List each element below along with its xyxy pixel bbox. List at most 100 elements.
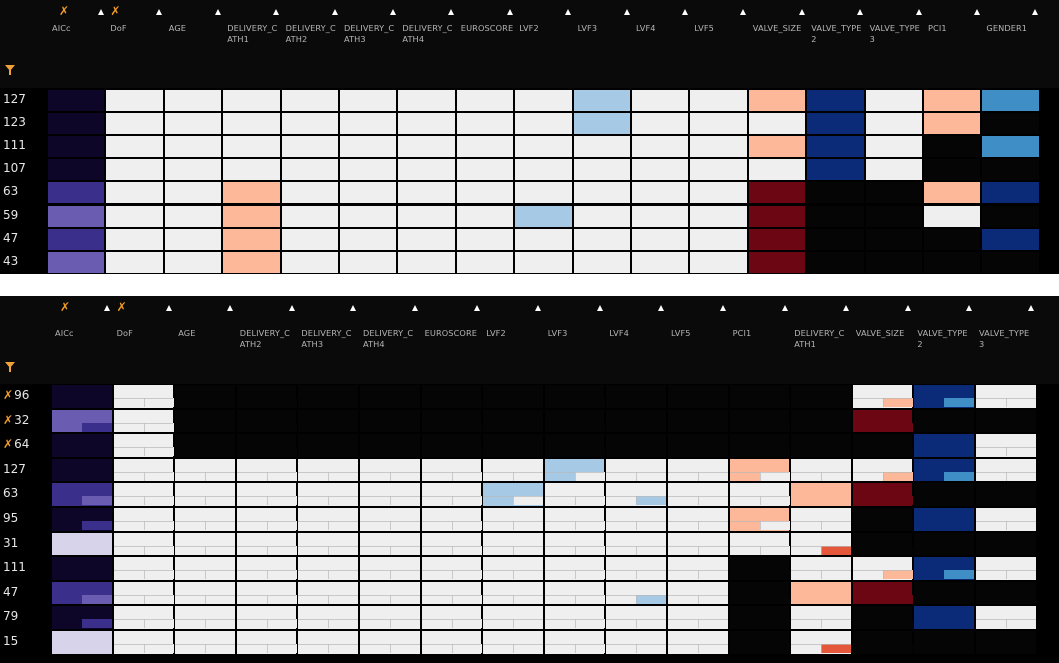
table-cell[interactable] — [456, 251, 514, 273]
table-cell[interactable] — [982, 159, 1039, 181]
column-header-valve-type2[interactable]: VALVE_TYPE 2 — [917, 328, 968, 349]
row-label[interactable]: ✗96 — [3, 385, 29, 405]
table-cell[interactable] — [483, 483, 544, 506]
sort-asc-icon[interactable] — [412, 305, 418, 311]
table-cell[interactable] — [976, 631, 1036, 654]
table-cell[interactable] — [544, 532, 605, 556]
sort-asc-icon[interactable] — [165, 305, 172, 311]
table-cell[interactable] — [632, 182, 689, 204]
table-cell[interactable] — [924, 90, 981, 112]
table-cell[interactable] — [281, 182, 338, 204]
row-label[interactable]: 79 — [3, 606, 18, 626]
column-header-delivery-cath2[interactable]: DELIVERY_C ATH2 — [285, 23, 336, 44]
table-cell[interactable] — [113, 409, 174, 433]
row-label[interactable]: 111 — [3, 135, 26, 155]
column-header-delivery-cath1[interactable]: DELIVERY_C ATH1 — [794, 328, 845, 349]
table-cell[interactable] — [298, 532, 359, 556]
table-cell[interactable] — [914, 508, 975, 531]
sort-asc-icon[interactable] — [104, 305, 110, 311]
column-header-pci1[interactable]: PCI1 — [928, 23, 947, 33]
table-cell[interactable] — [791, 409, 852, 433]
table-cell[interactable] — [52, 483, 112, 506]
table-cell[interactable] — [236, 483, 297, 506]
sort-asc-icon[interactable] — [843, 305, 850, 311]
table-cell[interactable] — [456, 159, 514, 181]
sort-asc-icon[interactable] — [227, 305, 234, 311]
table-cell[interactable] — [164, 228, 222, 250]
table-cell[interactable] — [976, 508, 1036, 531]
table-cell[interactable] — [515, 136, 572, 158]
table-cell[interactable] — [976, 409, 1036, 433]
sort-asc-icon[interactable] — [156, 9, 163, 15]
table-cell[interactable] — [456, 90, 514, 112]
column-header-lvf5[interactable]: LVF5 — [671, 328, 691, 338]
table-cell[interactable] — [690, 251, 747, 273]
column-header-valve-type2[interactable]: VALVE_TYPE 2 — [811, 23, 862, 44]
table-cell[interactable] — [791, 385, 852, 408]
table-cell[interactable] — [748, 113, 806, 135]
table-cell[interactable] — [48, 228, 105, 250]
table-cell[interactable] — [360, 434, 420, 457]
table-cell[interactable] — [807, 159, 864, 181]
table-cell[interactable] — [298, 458, 359, 482]
table-cell[interactable] — [106, 228, 163, 250]
column-header-valve-type3[interactable]: VALVE_TYPE 3 — [869, 23, 920, 44]
column-header-valve-size[interactable]: VALVE_SIZE — [752, 23, 802, 33]
table-cell[interactable] — [360, 409, 420, 433]
table-cell[interactable] — [748, 228, 806, 250]
table-cell[interactable] — [544, 385, 605, 408]
table-cell[interactable] — [340, 90, 397, 112]
table-cell[interactable] — [924, 251, 981, 273]
table-cell[interactable] — [340, 228, 397, 250]
table-cell[interactable] — [914, 532, 975, 556]
table-cell[interactable] — [164, 159, 222, 181]
table-cell[interactable] — [398, 205, 455, 227]
table-cell[interactable] — [360, 458, 420, 482]
table-cell[interactable] — [914, 557, 975, 580]
table-cell[interactable] — [483, 508, 544, 531]
table-cell[interactable] — [106, 113, 163, 135]
sort-asc-icon[interactable] — [214, 9, 221, 15]
table-cell[interactable] — [113, 557, 174, 580]
table-cell[interactable] — [48, 251, 105, 273]
pin-icon[interactable]: ✗ — [60, 300, 71, 314]
table-cell[interactable] — [729, 434, 790, 457]
table-cell[interactable] — [544, 508, 605, 531]
table-cell[interactable] — [223, 136, 280, 158]
table-cell[interactable] — [807, 113, 864, 135]
table-cell[interactable] — [281, 159, 338, 181]
sort-asc-icon[interactable] — [350, 305, 357, 311]
table-cell[interactable] — [236, 631, 297, 654]
table-cell[interactable] — [52, 385, 112, 408]
table-cell[interactable] — [865, 90, 922, 112]
pin-icon[interactable]: ✗ — [59, 4, 70, 18]
table-cell[interactable] — [483, 631, 544, 654]
table-cell[interactable] — [175, 409, 236, 433]
table-cell[interactable] — [515, 205, 572, 227]
table-cell[interactable] — [236, 581, 297, 605]
sort-asc-icon[interactable] — [1032, 9, 1039, 15]
column-header-lvf4[interactable]: LVF4 — [636, 23, 656, 33]
table-cell[interactable] — [632, 113, 689, 135]
table-cell[interactable] — [729, 458, 790, 482]
sort-asc-icon[interactable] — [473, 305, 480, 311]
column-header-age[interactable]: AGE — [168, 23, 187, 33]
table-cell[interactable] — [223, 159, 280, 181]
table-cell[interactable] — [113, 385, 174, 408]
sort-asc-icon[interactable] — [966, 305, 973, 311]
table-cell[interactable] — [398, 136, 455, 158]
table-cell[interactable] — [456, 136, 514, 158]
table-cell[interactable] — [223, 90, 280, 112]
table-cell[interactable] — [668, 581, 728, 605]
table-cell[interactable] — [976, 458, 1036, 482]
table-cell[interactable] — [865, 136, 922, 158]
column-header-euroscore[interactable]: EUROSCORE — [424, 328, 478, 338]
table-cell[interactable] — [360, 581, 420, 605]
sort-asc-icon[interactable] — [798, 9, 805, 15]
table-cell[interactable] — [360, 532, 420, 556]
table-cell[interactable] — [175, 557, 236, 580]
table-cell[interactable] — [791, 606, 852, 629]
sort-asc-icon[interactable] — [98, 9, 104, 15]
table-cell[interactable] — [606, 458, 667, 482]
row-label[interactable]: 127 — [3, 459, 26, 479]
